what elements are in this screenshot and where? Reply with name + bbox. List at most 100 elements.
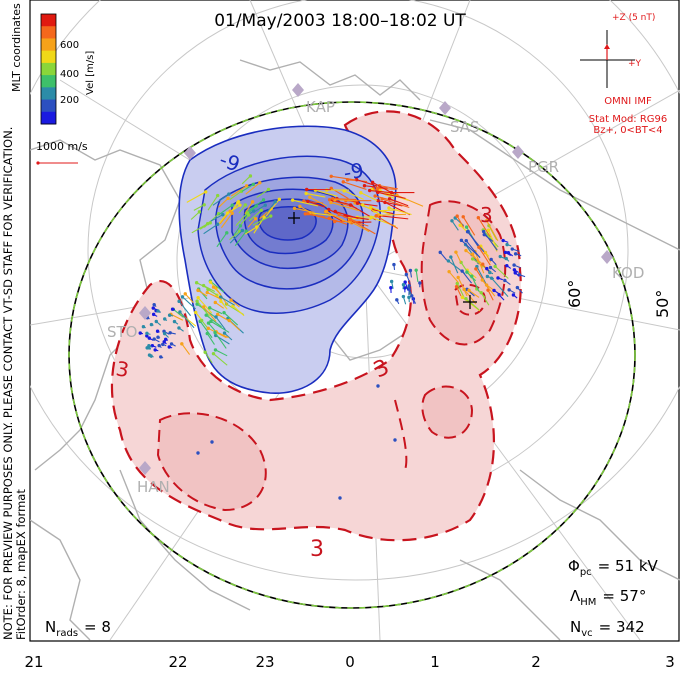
velocity-vector xyxy=(350,219,376,235)
velocity-vector-origin xyxy=(374,214,378,218)
velocity-vector-origin xyxy=(393,438,397,442)
velocity-vector-origin xyxy=(156,335,160,339)
velocity-vector xyxy=(494,265,509,279)
velocity-vector xyxy=(461,270,473,284)
velocity-vector-origin xyxy=(225,231,229,235)
mlt-axis: 21 22 23 0 1 2 3 xyxy=(24,653,674,671)
velocity-vector xyxy=(451,220,459,231)
velocity-vector xyxy=(210,214,224,222)
station-label-sto: STO xyxy=(107,323,138,341)
velocity-vector-origin xyxy=(476,216,481,220)
velocity-vector xyxy=(456,286,462,297)
colorbar-outline xyxy=(40,13,57,125)
velocity-vector-origin xyxy=(215,222,220,226)
velocity-vector xyxy=(215,331,229,339)
velocity-vector-origin xyxy=(355,201,360,205)
velocity-vector-origin xyxy=(163,337,168,342)
station-label-kod: KOD xyxy=(612,264,644,282)
velocity-vector-origin xyxy=(327,216,331,220)
velocity-vector-origin xyxy=(204,313,208,317)
velocity-vector-origin xyxy=(208,221,212,225)
velocity-vector-origin xyxy=(250,200,255,204)
velocity-vector-origin xyxy=(389,279,394,284)
velocity-vector xyxy=(468,289,480,298)
phi-pc-stat: Φpc = 51 kV xyxy=(568,557,659,578)
velocity-vector-origin xyxy=(498,254,502,259)
mlt-tick-23: 23 xyxy=(255,653,274,671)
velocity-vector xyxy=(343,190,364,200)
velocity-vector-origin xyxy=(513,252,518,256)
latitude-label-50: 50° xyxy=(653,290,672,318)
nvc-stat: Nvc = 342 xyxy=(570,618,645,639)
velocity-vector xyxy=(229,190,242,200)
velocity-vector-origin xyxy=(204,190,208,194)
velocity-vector-origin xyxy=(302,199,306,203)
velocity-vector-origin xyxy=(510,247,514,251)
velocity-vector xyxy=(170,313,184,321)
velocity-vector xyxy=(184,293,194,304)
velocity-vector-origin xyxy=(485,274,490,279)
velocity-vector-origin xyxy=(238,224,243,228)
velocity-vector-origin xyxy=(170,307,175,311)
velocity-vector-origin xyxy=(254,204,258,208)
velocity-vector-origin xyxy=(240,228,245,233)
velocity-vector-origin xyxy=(376,384,380,388)
velocity-vector xyxy=(241,175,251,185)
dawn-core-contour xyxy=(453,283,487,316)
velocity-vector-origin xyxy=(209,319,213,324)
velocity-vector xyxy=(214,302,225,309)
velocity-vector-origin xyxy=(208,306,212,310)
velocity-vector-origin xyxy=(298,204,302,209)
velocity-vector xyxy=(245,182,261,195)
contour-label-negative-2: -9 xyxy=(342,158,366,185)
velocity-vector xyxy=(456,283,465,298)
velocity-vector xyxy=(203,306,217,322)
velocity-vector-origin xyxy=(403,286,407,290)
velocity-vector-origin xyxy=(513,271,517,275)
velocity-vector xyxy=(487,230,498,251)
colorbar-segment xyxy=(41,62,56,76)
velocity-vector xyxy=(415,270,419,282)
velocity-vector-origin xyxy=(395,298,399,302)
contour-label-positive: 3 xyxy=(480,203,493,227)
velocity-vector xyxy=(292,199,319,207)
velocity-vector xyxy=(439,252,448,261)
velocity-vector xyxy=(247,218,256,228)
velocity-vector-origin xyxy=(401,294,406,299)
velocity-vector-origin xyxy=(460,269,464,273)
velocity-vector-origin xyxy=(447,269,451,274)
velocity-vector-origin xyxy=(141,325,146,329)
velocity-vector-origin xyxy=(151,312,156,317)
velocity-vector xyxy=(196,300,210,317)
velocity-vector xyxy=(206,333,215,345)
colorbar-segment xyxy=(41,26,56,39)
velocity-vector xyxy=(244,226,257,235)
velocity-vector xyxy=(332,199,354,206)
velocity-vector-origin xyxy=(477,245,481,249)
velocity-vector xyxy=(173,308,184,318)
velocity-vector-origin xyxy=(195,302,199,306)
velocity-vector xyxy=(379,215,409,220)
velocity-vector-origin xyxy=(304,191,308,196)
velocity-vector-origin xyxy=(251,182,256,187)
velocity-vector-origin xyxy=(465,230,470,234)
velocity-vector-origin xyxy=(163,317,167,321)
velocity-vector-origin xyxy=(470,274,474,278)
velocity-vector-origin xyxy=(215,312,220,317)
velocity-vector-origin xyxy=(369,205,373,209)
velocity-vector-origin xyxy=(467,288,471,293)
velocity-vector xyxy=(233,225,241,236)
velocity-vector xyxy=(377,191,406,199)
velocity-vector-origin xyxy=(167,345,171,349)
velocity-vector xyxy=(465,298,480,311)
velocity-vector xyxy=(306,192,326,198)
velocity-vector xyxy=(483,231,498,251)
velocity-vector xyxy=(181,343,191,355)
velocity-vector xyxy=(478,246,491,266)
velocity-vector xyxy=(207,195,219,211)
velocity-vector xyxy=(218,197,229,208)
velocity-vector-origin xyxy=(151,306,155,310)
velocity-vector-origin xyxy=(449,255,453,259)
velocity-vector xyxy=(229,230,243,244)
velocity-vector-origin xyxy=(152,302,156,307)
